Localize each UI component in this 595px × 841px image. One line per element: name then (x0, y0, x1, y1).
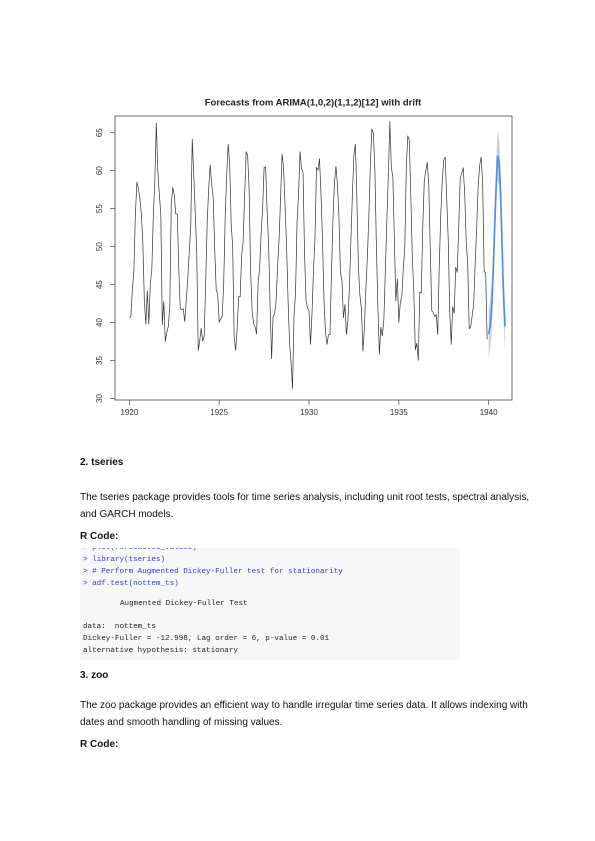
code-line: > library(tseries) (83, 556, 166, 564)
code-line: Augmented Dickey-Fuller Test (120, 600, 248, 608)
code-label: R Code: (80, 739, 119, 750)
code-line: Dickey-Fuller = -12.998, Lag order = 6, … (83, 635, 330, 643)
x-tick-label: 1940 (480, 408, 498, 417)
code-label: R Code: (80, 531, 119, 542)
chart-title: Forecasts from ARIMA(1,0,2)(1,1,2)[12] w… (205, 98, 422, 109)
series-line (487, 155, 506, 335)
paragraph: The zoo package provides an efficient wa… (80, 697, 528, 731)
y-tick-label: 65 (95, 128, 104, 137)
paragraph-line: The tseries package provides tools for t… (80, 492, 530, 503)
x-tick-label: 1925 (210, 408, 228, 417)
code-screenshot: > plot(forecasted_values) > library(tseri… (80, 548, 460, 660)
chart: Forecasts from ARIMA(1,0,2)(1,1,2)[12] w… (95, 98, 513, 417)
x-tick-label: 1935 (390, 408, 408, 417)
y-tick-label: 50 (95, 242, 104, 251)
section-heading: 3. zoo (80, 670, 109, 681)
code-line: > adf.test(nottem_ts) (83, 580, 179, 588)
paragraph-line: The zoo package provides an efficient wa… (80, 700, 528, 711)
paragraph-line: dates and smooth handling of missing val… (80, 717, 283, 728)
paragraph: The tseries package provides tools for t… (80, 489, 529, 523)
paragraph-line: and GARCH models. (80, 509, 174, 520)
code-line: alternative hypothesis: stationary (83, 647, 238, 655)
code-line: > plot(forecasted_values) (83, 548, 197, 552)
y-tick-label: 30 (95, 393, 104, 402)
x-tick-label: 1920 (120, 408, 138, 417)
y-tick-label: 35 (95, 356, 104, 365)
x-tick-label: 1930 (300, 408, 318, 417)
y-tick-label: 40 (95, 318, 104, 327)
plot-box (114, 115, 513, 401)
code-line: > # Perform Augmented Dickey-Fuller test… (83, 568, 343, 576)
section-heading: 2. tseries (80, 457, 124, 468)
y-tick-label: 55 (95, 204, 104, 213)
code-line: data: nottem_ts (83, 623, 156, 631)
series-line (129, 121, 488, 389)
y-tick-label: 45 (95, 280, 104, 289)
y-tick-label: 60 (95, 166, 104, 175)
